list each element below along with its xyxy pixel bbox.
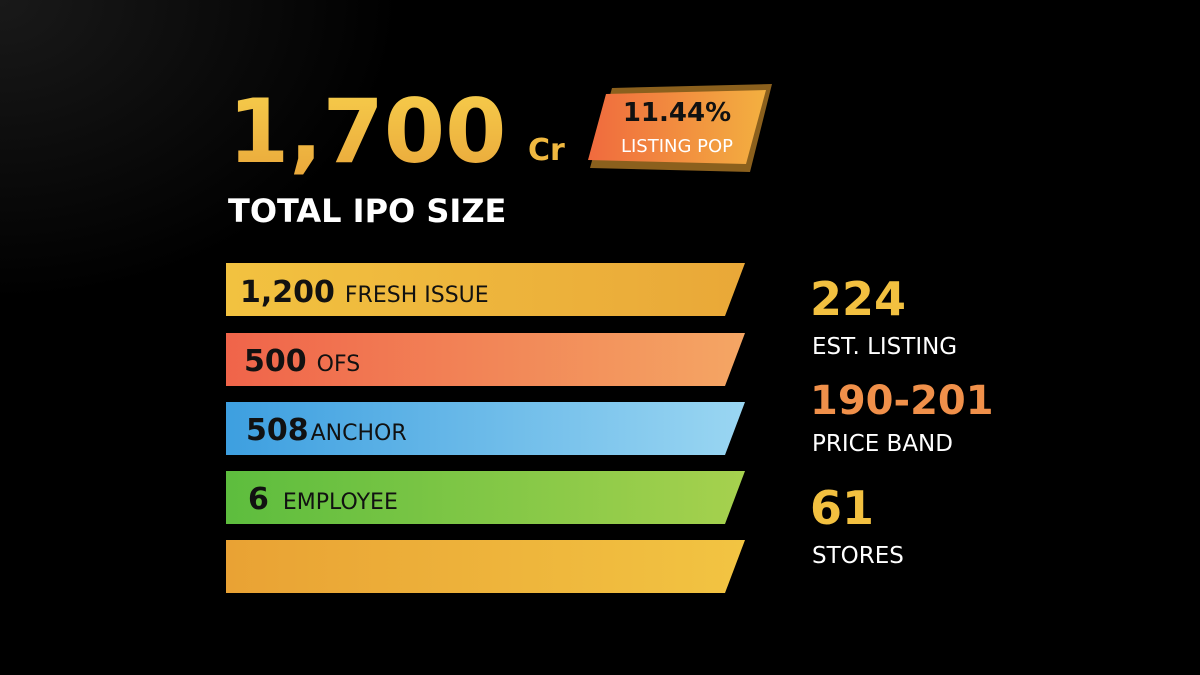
bar [226,540,745,593]
bar-text: 1,200 FRESH ISSUE [240,275,489,310]
stat-value: 190-201 [810,378,994,424]
stat-label: STORES [812,543,904,569]
bar-text: 508ANCHOR [246,413,407,448]
bar-value: 500 [244,344,307,379]
bar-label: FRESH ISSUE [345,283,489,308]
bar-value: 1,200 [240,275,335,310]
stat-value: 224 [810,272,906,326]
bar-text: 500 OFS [244,344,360,379]
bar-label: OFS [317,352,361,377]
glow [0,0,400,300]
stat-label: EST. LISTING [812,334,957,360]
badge-label: LISTING POP [621,136,733,157]
headline-value: 1,700 [228,80,506,183]
bar-text: 6 EMPLOYEE [248,482,398,517]
badge-value: 11.44% [623,98,731,128]
headline-unit: Cr [528,133,565,168]
bars [226,263,745,593]
bar [226,471,745,524]
bar [226,333,745,386]
headline-label: TOTAL IPO SIZE [228,192,506,230]
bar [226,402,745,455]
stat-label: PRICE BAND [812,431,953,457]
bar-value: 6 [248,482,269,517]
bar-value: 508 [246,413,309,448]
bar [226,263,745,316]
bar-label: EMPLOYEE [283,490,398,515]
stat-value: 61 [810,481,874,535]
badge [588,90,766,164]
bar-label: ANCHOR [311,421,407,446]
